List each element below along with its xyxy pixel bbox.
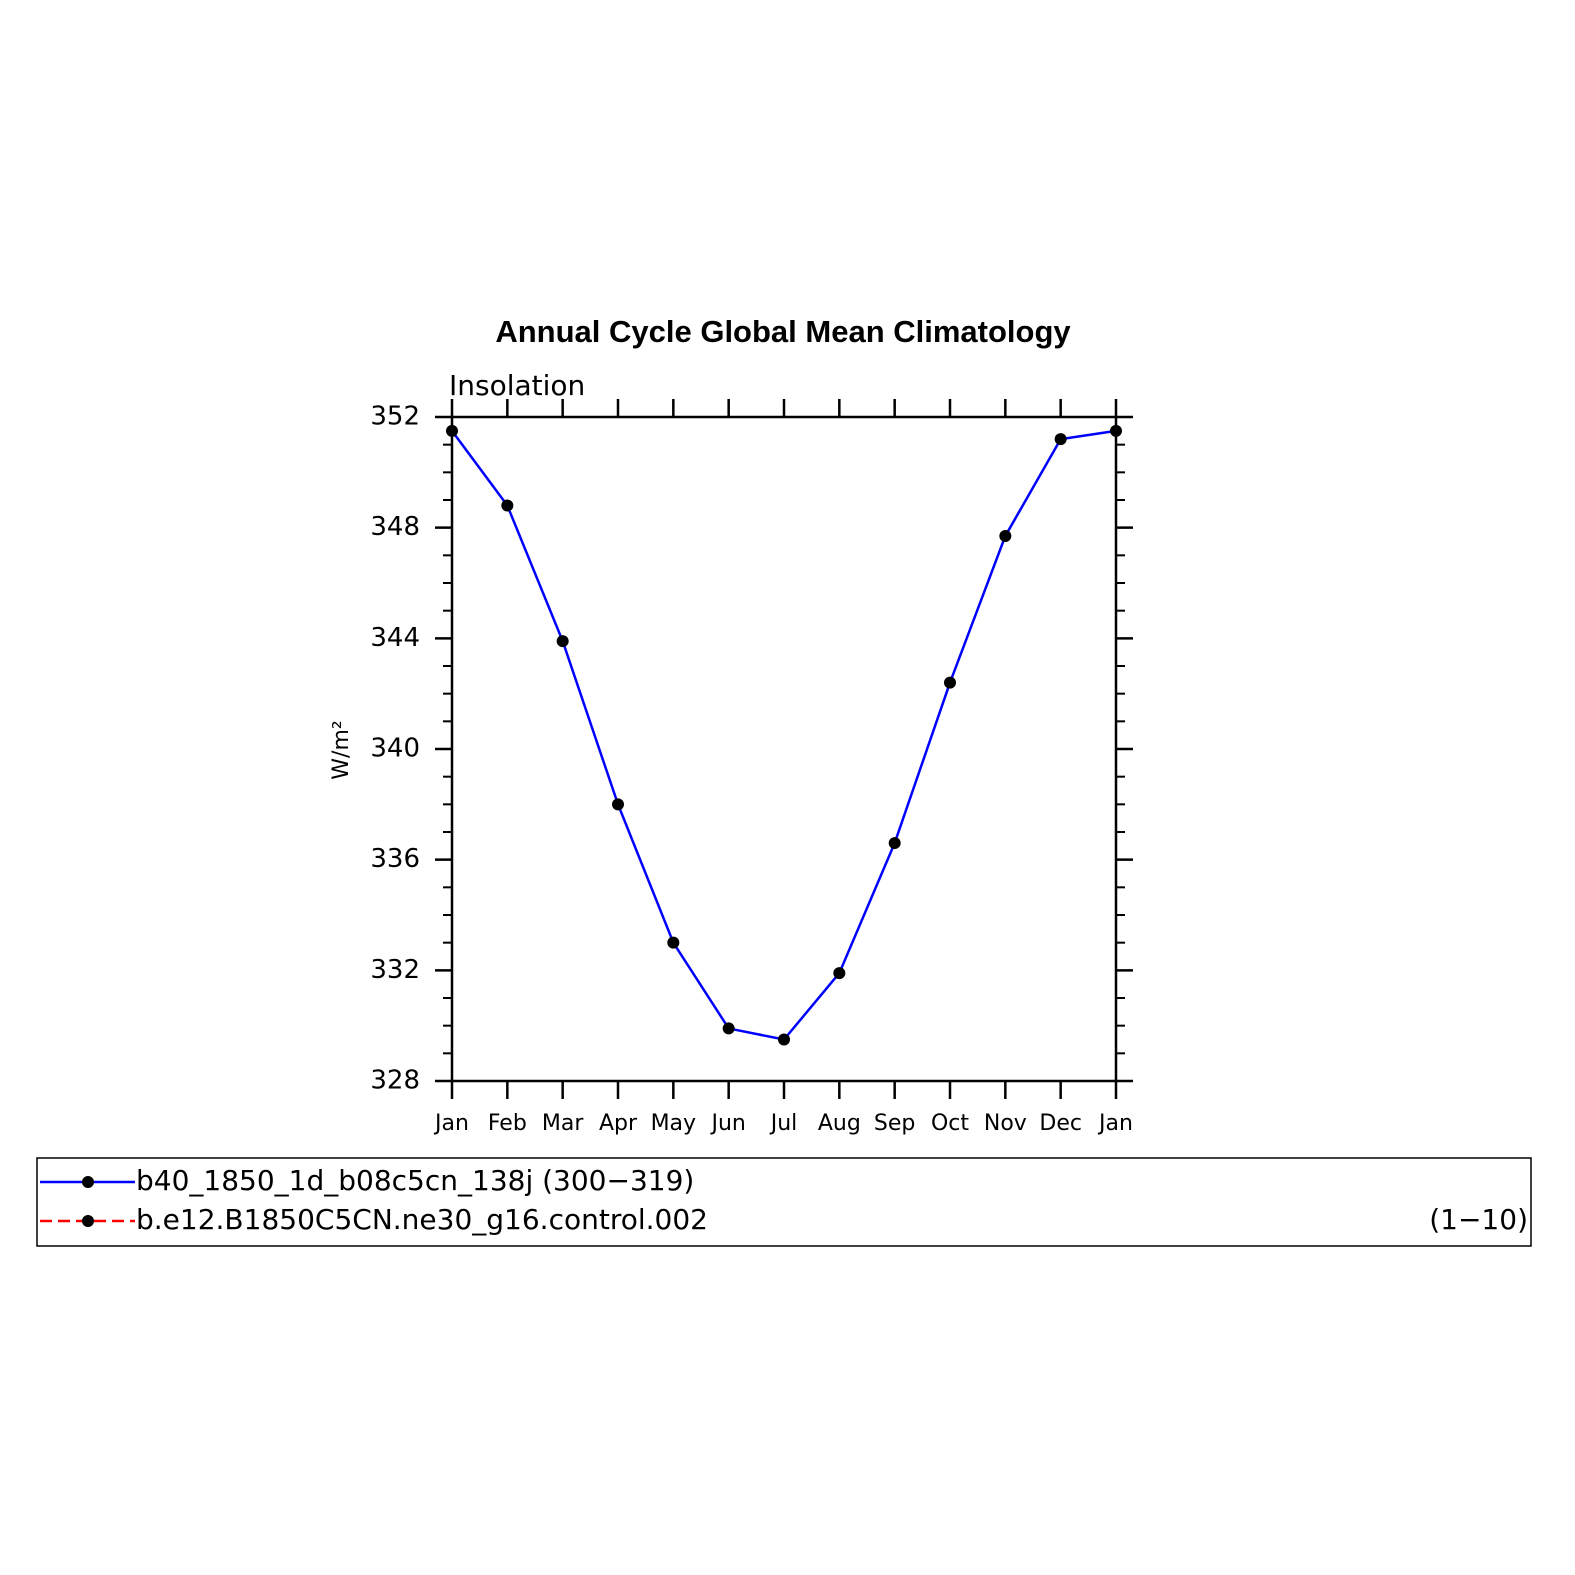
data-point <box>556 635 569 648</box>
chart-subtitle: Insolation <box>449 369 585 402</box>
data-point <box>833 967 846 980</box>
x-tick-label: Jul <box>769 1111 798 1136</box>
data-point <box>612 798 624 811</box>
x-tick-label: May <box>651 1111 696 1136</box>
y-tick-label: 348 <box>370 512 420 542</box>
legend-label: b.e12.B1850C5CN.ne30_g16.control.002 <box>136 1203 708 1236</box>
legend-box <box>36 1157 1532 1247</box>
x-tick-label: Mar <box>542 1111 584 1136</box>
x-tick-label: Jan <box>1097 1111 1133 1136</box>
y-tick-label: 340 <box>370 734 420 764</box>
data-point <box>1110 424 1122 437</box>
data-point <box>501 499 514 512</box>
y-axis-label: W/m² <box>329 720 354 779</box>
x-tick-label: Apr <box>599 1111 638 1136</box>
legend-label: b40_1850_1d_b08c5cn_138j (300−319) <box>136 1164 694 1197</box>
x-tick-label: Aug <box>818 1111 861 1136</box>
x-tick-label: Sep <box>874 1111 915 1136</box>
x-tick-label: Nov <box>984 1111 1027 1136</box>
legend-period: (1−10) <box>1429 1203 1528 1236</box>
legend-marker <box>82 1176 94 1188</box>
y-tick-label: 352 <box>370 402 420 432</box>
data-point <box>778 1033 790 1046</box>
y-tick-label: 328 <box>370 1066 420 1096</box>
chart-title: Annual Cycle Global Mean Climatology <box>495 314 1071 349</box>
data-point <box>1054 433 1067 446</box>
y-tick-label: 332 <box>370 955 420 985</box>
x-tick-label: Jan <box>433 1111 469 1136</box>
data-point <box>446 424 458 437</box>
x-tick-label: Dec <box>1039 1111 1082 1136</box>
x-tick-label: Oct <box>931 1111 969 1136</box>
data-point <box>888 837 901 850</box>
x-tick-label: Feb <box>488 1111 527 1136</box>
data-point <box>999 529 1012 542</box>
y-tick-label: 336 <box>370 844 420 874</box>
legend-marker <box>82 1215 94 1227</box>
data-point <box>667 936 680 949</box>
x-tick-label: Jun <box>709 1111 745 1136</box>
data-point <box>722 1022 735 1035</box>
y-tick-label: 344 <box>370 623 420 653</box>
data-point <box>944 676 956 689</box>
series-line <box>450 429 1117 1041</box>
